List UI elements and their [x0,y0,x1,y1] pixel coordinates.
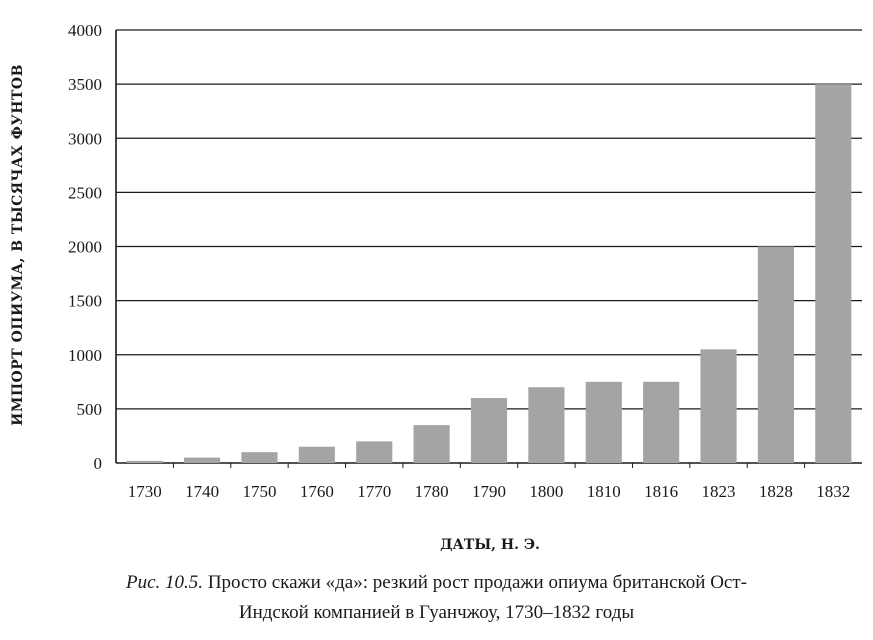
bar-1816 [643,381,680,463]
x-tick-label-1750: 1750 [242,482,276,501]
y-tick-label: 1000 [68,346,102,365]
y-tick-label: 4000 [68,21,102,40]
x-tick-label-1780: 1780 [415,482,449,501]
y-axis-label: ИМПОРТ ОПИУМА, В ТЫСЯЧАХ ФУНТОВ [10,64,26,426]
bar-1780 [413,425,450,463]
y-tick-label: 3500 [68,75,102,94]
bars [126,84,852,463]
y-tick-labels: 0 500 1000 1500 2000 2500 3000 3500 4000 [68,21,102,473]
bar-1760 [298,446,335,463]
x-tick-label-1770: 1770 [357,482,391,501]
caption-line-2: Индской компанией в Гуанчжоу, 1730–1832 … [238,602,635,623]
x-tick-label-1828: 1828 [759,482,793,501]
x-tick-label-1730: 1730 [128,482,162,501]
y-tick-label: 500 [77,400,103,419]
x-tick-label-1816: 1816 [644,482,678,501]
y-tick-label: 2500 [68,183,102,202]
x-tick-label-1740: 1740 [185,482,219,501]
caption-line-1: Рис. 10.5. Просто скажи «да»: резкий рос… [0,568,873,598]
x-tick-label-1760: 1760 [300,482,334,501]
figure-caption: Рис. 10.5. Просто скажи «да»: резкий рос… [0,568,873,628]
y-tick-label: 1500 [68,292,102,311]
opium-import-bar-chart: 0 500 1000 1500 2000 2500 3000 3500 4000 1730 174… [10,21,862,553]
bar-1800 [528,387,565,463]
x-tick-label-1790: 1790 [472,482,506,501]
x-tick-label-1800: 1800 [529,482,563,501]
x-axis-label: ДАТЫ, Н. Э. [440,537,540,553]
x-tick-label-1823: 1823 [702,482,736,501]
bar-1770 [356,441,393,463]
x-tick-label-1810: 1810 [587,482,621,501]
bar-1832 [815,84,852,463]
bar-1828 [757,246,794,463]
bar-1750 [241,452,278,463]
bar-1740 [184,457,221,463]
caption-text-1: Просто скажи «да»: резкий рост продажи о… [207,572,747,593]
grid-lines [115,29,862,464]
y-tick-label: 3000 [68,129,102,148]
caption-figure-ref: Рис. 10.5. [126,572,204,593]
y-tick-label: 2000 [68,238,102,257]
bar-1823 [700,349,737,463]
bar-1730 [126,460,163,463]
bar-1790 [470,398,508,463]
x-tick-labels: 1730 1740 1750 1760 1770 1780 1790 1800 1810 1816… [128,463,850,501]
x-tick-label-1832: 1832 [816,482,850,501]
y-tick-label: 0 [94,454,103,473]
bar-1810 [585,381,622,463]
